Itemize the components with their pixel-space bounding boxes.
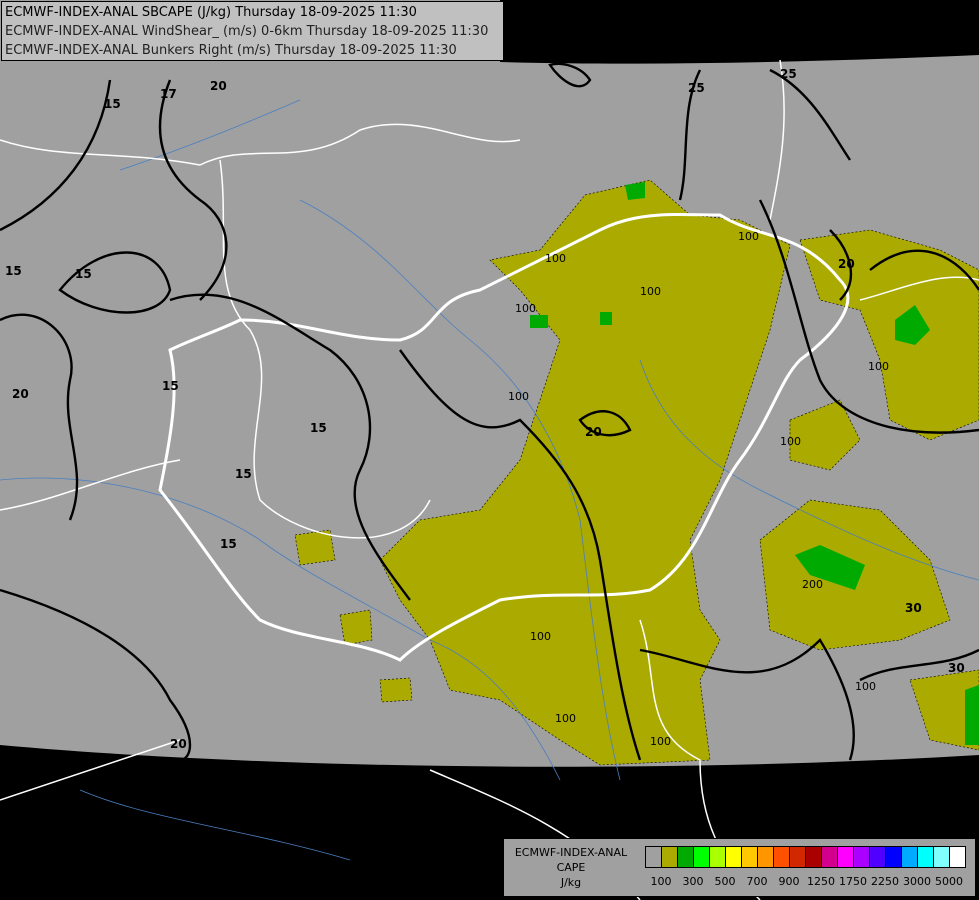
legend-tick-label: 1750 [839, 875, 867, 888]
title-sbcape: ECMWF-INDEX-ANAL SBCAPE (J/kg) Thursday … [5, 5, 417, 20]
cape-label: 100 [555, 712, 576, 725]
legend-tick-label: 100 [650, 875, 672, 888]
cape-areas [294, 179, 979, 766]
legend-tick-label: 3000 [903, 875, 931, 888]
thick-borders [158, 212, 850, 662]
cape-label: 100 [855, 680, 876, 693]
contour-label: 20 [838, 257, 855, 271]
contour-label: 15 [5, 264, 22, 278]
legend-swatch [646, 847, 662, 867]
title-bunkers: ECMWF-INDEX-ANAL Bunkers Right (m/s) Thu… [5, 43, 457, 58]
contour-label: 15 [235, 467, 252, 481]
legend-swatch [790, 847, 806, 867]
contour-label: 15 [310, 421, 327, 435]
legend-tick-label: 2250 [871, 875, 899, 888]
cape-label: 100 [508, 390, 529, 403]
legend-swatch [758, 847, 774, 867]
contour-label: 25 [688, 81, 705, 95]
cape-label: 100 [545, 252, 566, 265]
color-legend: ECMWF-INDEX-ANAL CAPE J/kg 100 300 500 700 9… [503, 838, 976, 897]
cape-300-areas [530, 182, 979, 745]
legend-swatch [806, 847, 822, 867]
contour-label: 20 [210, 79, 227, 93]
shear-contour-labels: 15 17 20 15 15 15 20 15 15 15 20 20 25 2… [5, 67, 965, 751]
cape-label: 200 [802, 578, 823, 591]
cape-contour-labels: 100 100 100 100 100 100 100 200 100 100 … [508, 230, 889, 748]
cape-label: 100 [650, 735, 671, 748]
contour-label: 20 [585, 425, 602, 439]
contour-label: 20 [170, 737, 187, 751]
legend-swatch [678, 847, 694, 867]
legend-swatch [870, 847, 886, 867]
contour-label: 25 [780, 67, 797, 81]
legend-tick-label: 500 [714, 875, 736, 888]
cape-label: 100 [780, 435, 801, 448]
map-title-box: ECMWF-INDEX-ANAL SBCAPE (J/kg) Thursday … [1, 1, 504, 61]
legend-tick-label: 5000 [935, 875, 963, 888]
legend-swatch [854, 847, 870, 867]
model-domain [0, 0, 979, 767]
legend-swatch [918, 847, 934, 867]
cape-label: 100 [530, 630, 551, 643]
contour-label: 20 [12, 387, 29, 401]
legend-field: CAPE [556, 861, 586, 874]
legend-tick-label: 900 [778, 875, 800, 888]
title-windshear: ECMWF-INDEX-ANAL WindShear_ (m/s) 0-6km … [5, 24, 489, 39]
legend-tick-label: 300 [682, 875, 704, 888]
legend-swatch [822, 847, 838, 867]
legend-swatch [742, 847, 758, 867]
legend-tick-label: 1250 [807, 875, 835, 888]
legend-swatch [662, 847, 678, 867]
cape-label: 100 [738, 230, 759, 243]
cape-label: 100 [868, 360, 889, 373]
contour-label: 17 [160, 87, 177, 101]
cape-label: 100 [640, 285, 661, 298]
contour-label: 15 [104, 97, 121, 111]
legend-swatch [902, 847, 918, 867]
shear-contours [0, 62, 979, 762]
contour-label: 15 [75, 267, 92, 281]
legend-model: ECMWF-INDEX-ANAL [514, 846, 628, 859]
contour-label: 30 [948, 661, 965, 675]
legend-tick-label: 700 [746, 875, 768, 888]
legend-title: ECMWF-INDEX-ANAL CAPE J/kg [506, 845, 636, 890]
legend-swatch [726, 847, 742, 867]
contour-label: 15 [162, 379, 179, 393]
legend-swatch [934, 847, 950, 867]
legend-swatch [774, 847, 790, 867]
contour-label: 15 [220, 537, 237, 551]
rivers [0, 99, 979, 861]
legend-swatches [645, 846, 966, 868]
cape-label: 100 [515, 302, 536, 315]
contour-label: 30 [905, 601, 922, 615]
legend-swatch [710, 847, 726, 867]
legend-swatch [950, 847, 965, 867]
legend-swatch [838, 847, 854, 867]
legend-swatch [886, 847, 902, 867]
legend-ticks: 100 300 500 700 900 1250 1750 2250 3000 5000 [645, 875, 975, 891]
legend-unit: J/kg [560, 876, 582, 889]
legend-swatch [694, 847, 710, 867]
